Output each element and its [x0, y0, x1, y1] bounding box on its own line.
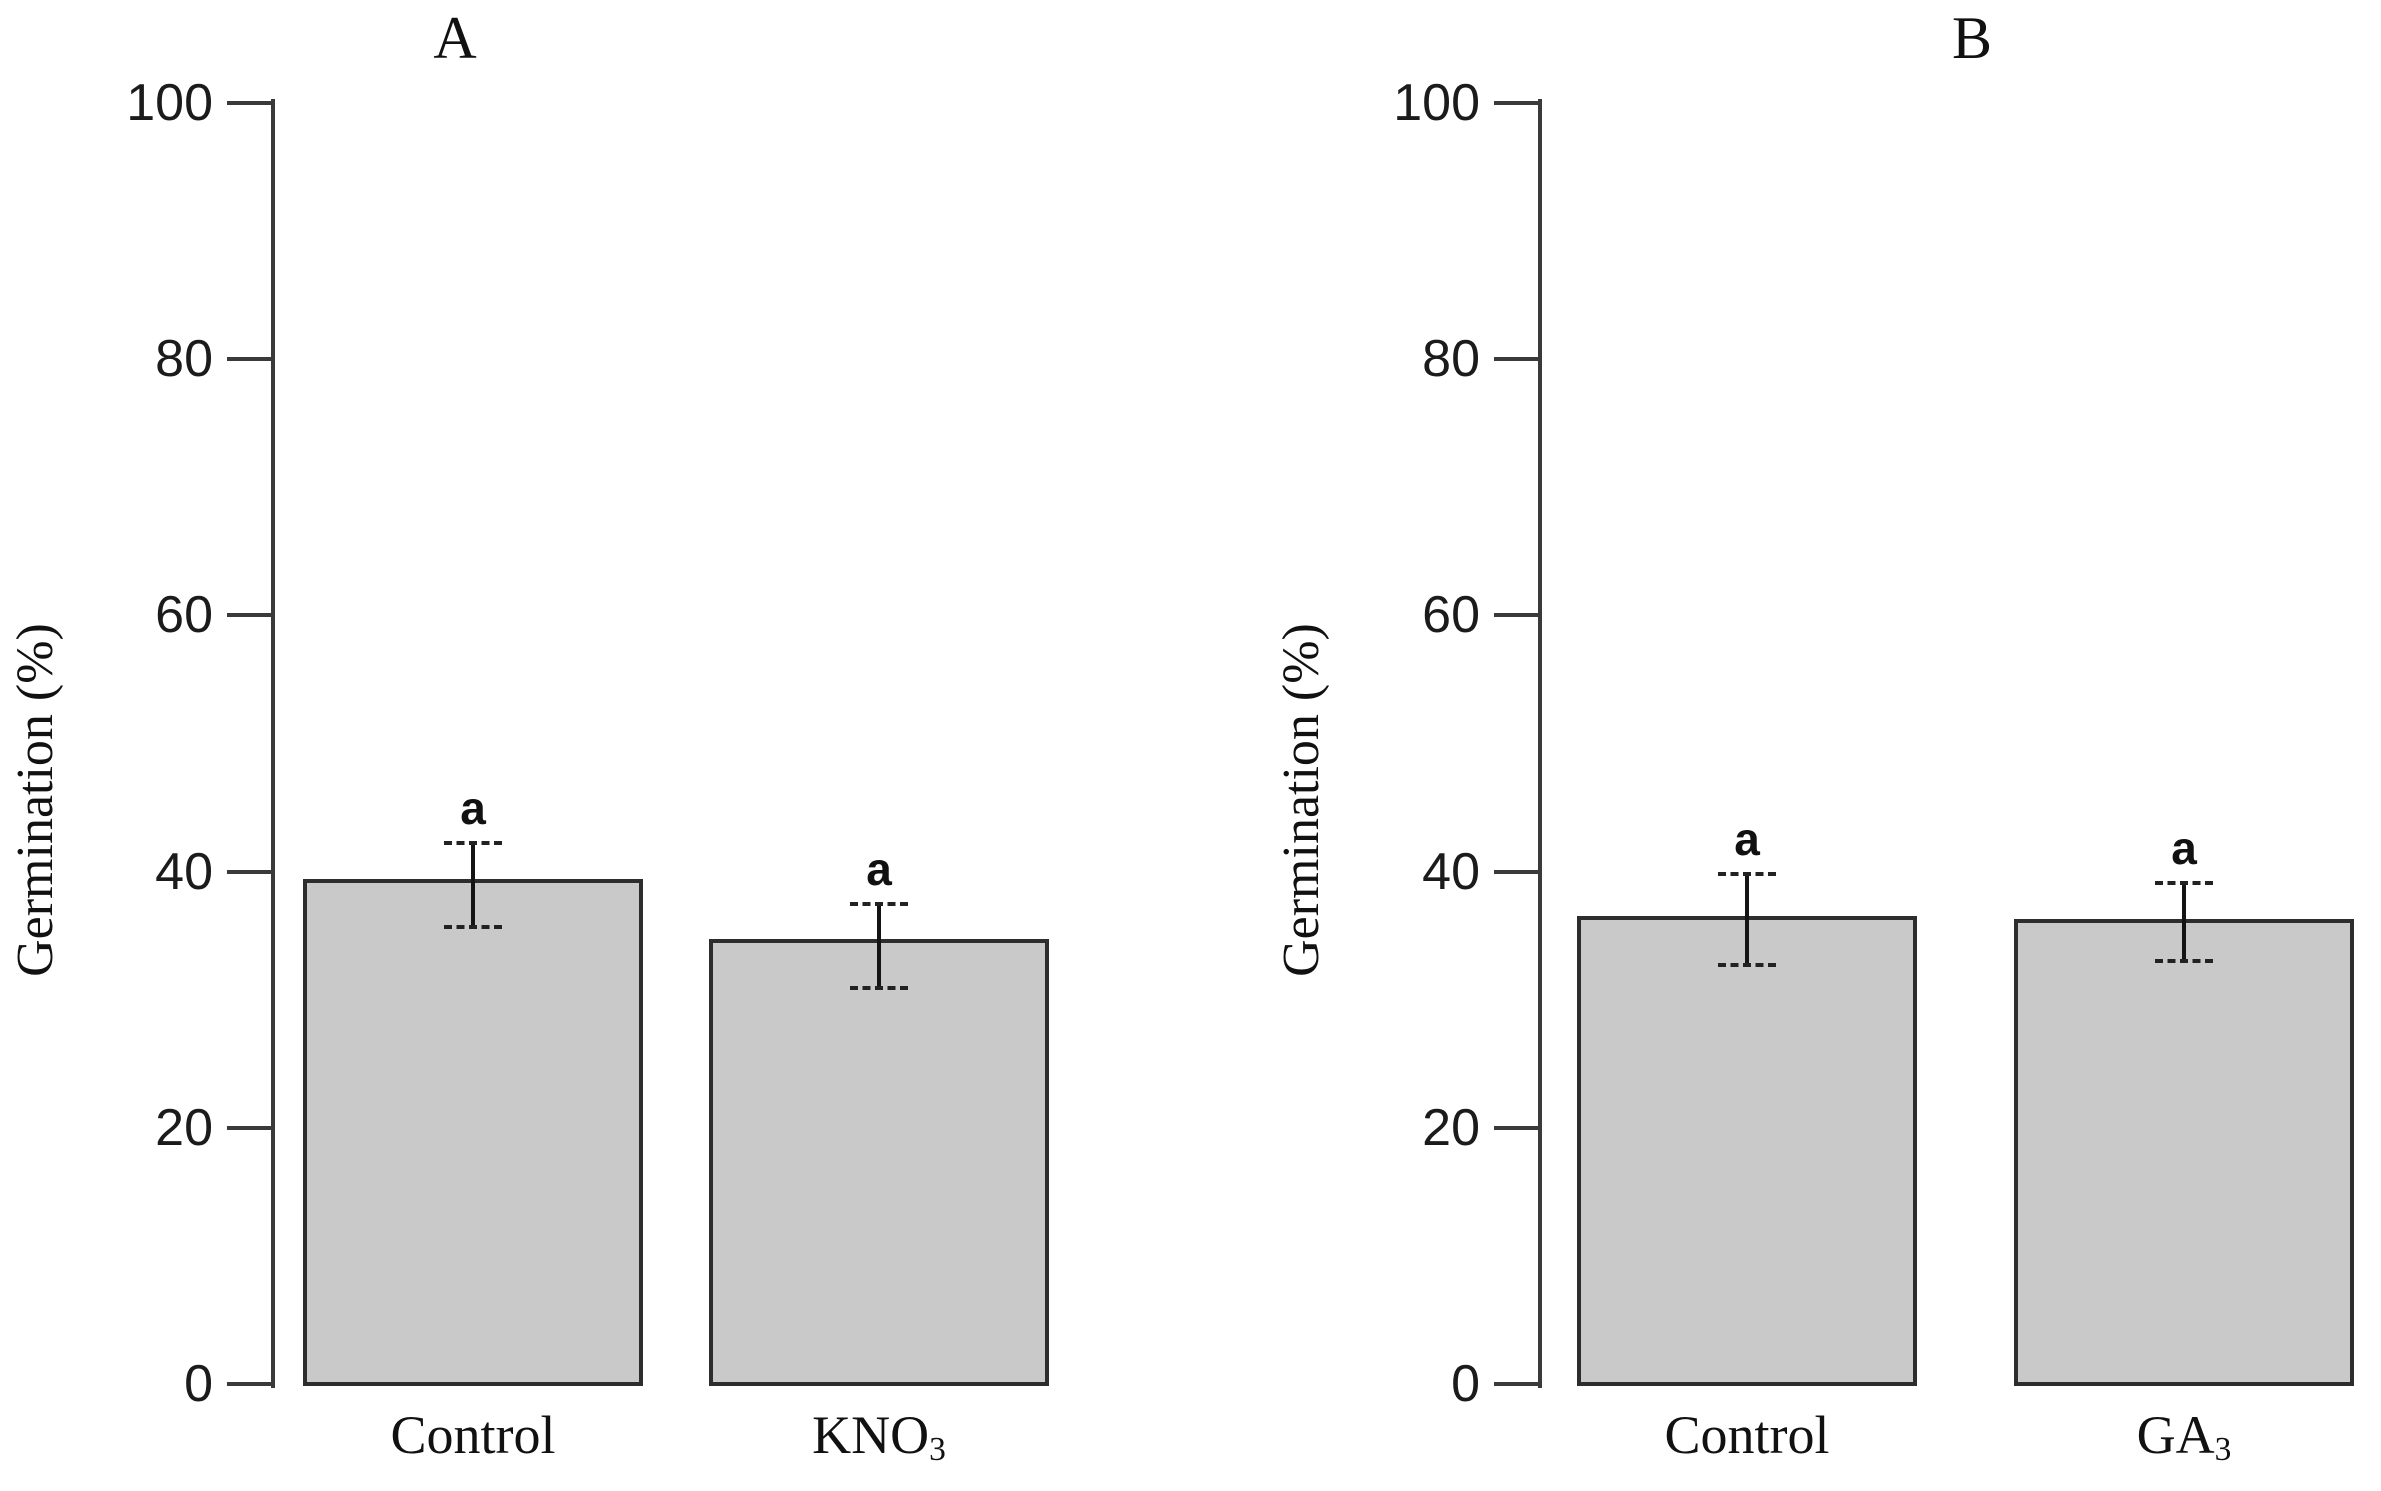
- error-bar-cap-bottom: [850, 986, 908, 991]
- y-axis-label-a: Germination (%): [7, 623, 64, 977]
- sig-letter: a: [460, 782, 486, 835]
- y-tick-mark: [227, 357, 273, 362]
- y-tick-label: 0: [1451, 1355, 1480, 1413]
- y-tick-label: 100: [1393, 74, 1480, 132]
- y-tick-mark: [227, 1382, 273, 1386]
- y-axis-label-b: Germination (%): [1273, 623, 1330, 977]
- panel-title-a: A: [433, 5, 477, 71]
- y-tick-label: 80: [1422, 330, 1480, 389]
- y-tick-label: 40: [155, 842, 213, 901]
- x-category-label: Control: [303, 1408, 643, 1462]
- error-bar-cap-top: [2155, 881, 2213, 886]
- error-bar-line: [877, 903, 881, 989]
- x-category-label: KNO3: [709, 1405, 1049, 1467]
- y-tick-label: 40: [1422, 842, 1480, 901]
- y-tick-label: 80: [155, 330, 213, 389]
- y-tick-mark: [1494, 1382, 1540, 1386]
- y-tick-mark: [1494, 869, 1540, 874]
- y-tick-label: 0: [184, 1355, 213, 1413]
- error-bar-line: [471, 843, 475, 927]
- y-tick-mark: [1494, 357, 1540, 362]
- x-category-label-base: KNO: [812, 1405, 930, 1465]
- error-bar-line: [1745, 874, 1749, 966]
- y-tick-mark: [227, 869, 273, 874]
- y-tick-mark: [227, 613, 273, 618]
- y-tick-mark: [1494, 613, 1540, 618]
- error-bar-cap-top: [1718, 872, 1776, 877]
- sig-letter: a: [1734, 813, 1760, 866]
- y-tick-label: 60: [1422, 586, 1480, 645]
- bar-ga3: [2014, 918, 2354, 1386]
- bar-kno3: [709, 939, 1049, 1386]
- sig-letter: a: [2171, 822, 2197, 875]
- bar-control: [1577, 916, 1917, 1386]
- y-tick-mark: [1494, 101, 1540, 105]
- y-axis-line: [1538, 99, 1542, 1388]
- bar-control: [303, 879, 643, 1386]
- y-tick-label: 20: [155, 1098, 213, 1157]
- x-category-label-base: Control: [390, 1405, 556, 1465]
- y-tick-mark: [1494, 1125, 1540, 1130]
- y-tick-mark: [227, 1125, 273, 1130]
- error-bar-cap-bottom: [1718, 963, 1776, 968]
- x-category-label-base: Control: [1664, 1405, 1830, 1465]
- error-bar-line: [2182, 883, 2186, 962]
- y-axis-line: [271, 99, 275, 1388]
- y-tick-label: 20: [1422, 1098, 1480, 1157]
- error-bar-cap-bottom: [2155, 959, 2213, 964]
- y-tick-label: 60: [155, 586, 213, 645]
- x-category-label: Control: [1577, 1408, 1917, 1462]
- x-category-label-subscript: 3: [929, 1431, 946, 1469]
- x-category-label-subscript: 3: [2214, 1431, 2232, 1469]
- x-category-label-base: GA: [2136, 1405, 2215, 1465]
- error-bar-cap-top: [850, 901, 908, 906]
- error-bar-cap-bottom: [444, 924, 502, 929]
- y-tick-label: 100: [126, 74, 213, 132]
- x-category-label: GA3: [2014, 1405, 2354, 1467]
- error-bar-cap-top: [444, 841, 502, 846]
- panel-title-b: B: [1951, 5, 1993, 71]
- y-tick-mark: [227, 101, 273, 105]
- sig-letter: a: [866, 842, 892, 895]
